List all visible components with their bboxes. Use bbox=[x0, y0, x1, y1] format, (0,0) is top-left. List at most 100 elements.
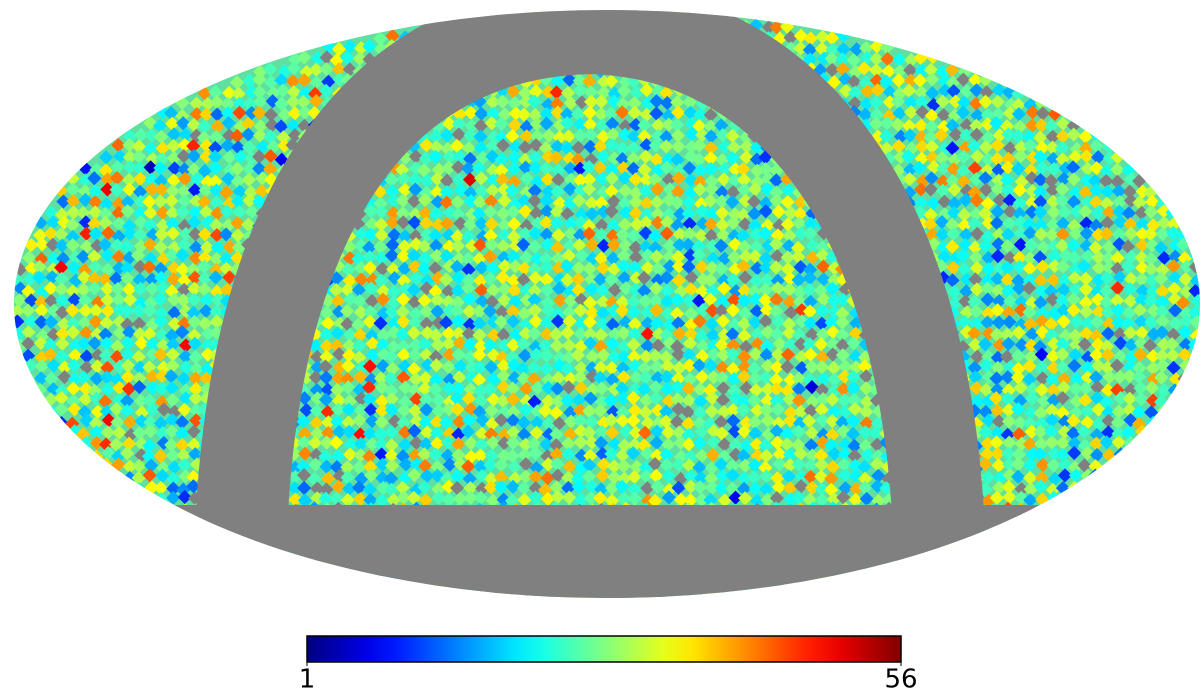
map-pixel bbox=[847, 570, 862, 586]
map-pixel bbox=[869, 51, 884, 66]
map-pixel bbox=[924, 139, 939, 154]
map-pixel bbox=[573, 128, 588, 143]
map-pixel bbox=[824, 51, 839, 66]
map-pixel bbox=[419, 138, 434, 153]
map-pixel bbox=[297, 72, 312, 88]
map-pixel bbox=[893, 129, 909, 144]
map-pixel bbox=[869, 116, 884, 131]
map-pixel bbox=[310, 51, 325, 66]
map-pixel bbox=[914, 95, 929, 110]
map-pixel bbox=[648, 138, 663, 153]
map-pixel bbox=[253, 94, 268, 109]
map-pixel bbox=[144, 128, 159, 143]
map-pixel bbox=[508, 139, 523, 154]
map-pixel bbox=[594, 94, 609, 109]
map-pixel bbox=[879, 74, 894, 89]
map-pixel bbox=[816, 51, 832, 66]
map-pixel bbox=[495, 94, 510, 109]
map-pixel bbox=[155, 141, 170, 156]
map-pixel bbox=[704, 129, 719, 144]
map-pixel bbox=[230, 128, 245, 143]
map-pixel bbox=[287, 128, 303, 143]
map-pixel bbox=[903, 95, 919, 110]
map-pixel bbox=[604, 106, 619, 121]
map-pixel bbox=[560, 116, 575, 131]
map-pixel bbox=[286, 94, 301, 109]
map-pixel bbox=[1035, 140, 1050, 155]
map-pixel bbox=[978, 140, 993, 155]
map-pixel bbox=[539, 106, 554, 121]
map-pixel bbox=[783, 30, 798, 45]
map-pixel bbox=[957, 95, 972, 110]
map-pixel bbox=[539, 116, 554, 131]
map-pixel bbox=[991, 83, 1007, 98]
map-pixel bbox=[594, 107, 609, 122]
map-pixel bbox=[703, 107, 718, 123]
map-pixel bbox=[703, 119, 718, 134]
sky-map bbox=[14, 10, 1200, 598]
map-pixel bbox=[605, 116, 620, 131]
map-pixel bbox=[617, 127, 633, 142]
map-pixel bbox=[541, 97, 556, 112]
map-pixel bbox=[803, 31, 818, 46]
map-pixel bbox=[296, 95, 311, 110]
map-pixel bbox=[935, 94, 950, 109]
map-pixel bbox=[990, 138, 1005, 153]
map-pixel bbox=[340, 50, 355, 66]
map-pixel bbox=[1111, 460, 1126, 475]
map-pixel bbox=[925, 72, 940, 87]
map-pixel bbox=[869, 95, 884, 110]
map-pixel bbox=[924, 108, 939, 123]
map-pixel bbox=[639, 138, 654, 153]
map-pixel bbox=[692, 138, 707, 153]
map-pixel bbox=[903, 63, 918, 78]
map-pixel bbox=[637, 118, 652, 133]
map-pixel bbox=[583, 117, 598, 132]
map-pixel bbox=[838, 83, 853, 99]
map-pixel bbox=[519, 129, 534, 144]
map-pixel bbox=[277, 107, 292, 122]
map-pixel bbox=[650, 128, 666, 144]
map-pixel bbox=[882, 85, 897, 100]
map-pixel bbox=[549, 85, 564, 100]
map-pixel bbox=[561, 129, 576, 144]
map-pixel bbox=[464, 118, 479, 133]
map-pixel bbox=[617, 83, 632, 99]
map-pixel bbox=[297, 50, 312, 65]
map-pixel bbox=[969, 127, 984, 142]
map-pixel bbox=[362, 39, 377, 54]
map-pixel bbox=[703, 140, 719, 156]
map-pixel bbox=[903, 558, 919, 573]
map-pixel bbox=[222, 128, 237, 143]
map-pixel bbox=[398, 579, 413, 594]
map-pixel bbox=[582, 105, 597, 120]
map-pixel bbox=[593, 139, 608, 154]
map-pixel bbox=[1066, 127, 1081, 142]
map-pixel bbox=[1135, 436, 1150, 451]
map-pixel bbox=[669, 117, 685, 132]
map-pixel bbox=[803, 52, 818, 67]
map-pixel bbox=[429, 129, 444, 144]
map-pixel bbox=[473, 129, 488, 144]
map-pixel bbox=[825, 62, 840, 77]
map-pixel bbox=[726, 140, 741, 155]
map-pixel bbox=[1089, 138, 1104, 153]
map-pixel bbox=[717, 139, 733, 154]
map-pixel bbox=[494, 116, 509, 131]
map-pixel bbox=[529, 129, 545, 144]
map-pixel bbox=[528, 107, 543, 123]
map-pixel bbox=[902, 118, 917, 134]
map-pixel bbox=[618, 74, 633, 89]
map-pixel bbox=[572, 117, 588, 132]
map-pixel bbox=[132, 149, 147, 164]
map-pixel bbox=[846, 53, 861, 68]
map-pixel bbox=[275, 83, 290, 98]
map-pixel bbox=[671, 105, 686, 120]
map-pixel bbox=[615, 141, 630, 157]
map-pixel bbox=[946, 84, 961, 99]
map-pixel bbox=[241, 127, 256, 142]
map-pixel bbox=[936, 108, 951, 123]
map-pixel bbox=[595, 118, 610, 133]
map-pixel bbox=[1035, 504, 1050, 519]
map-pixel bbox=[122, 138, 137, 153]
